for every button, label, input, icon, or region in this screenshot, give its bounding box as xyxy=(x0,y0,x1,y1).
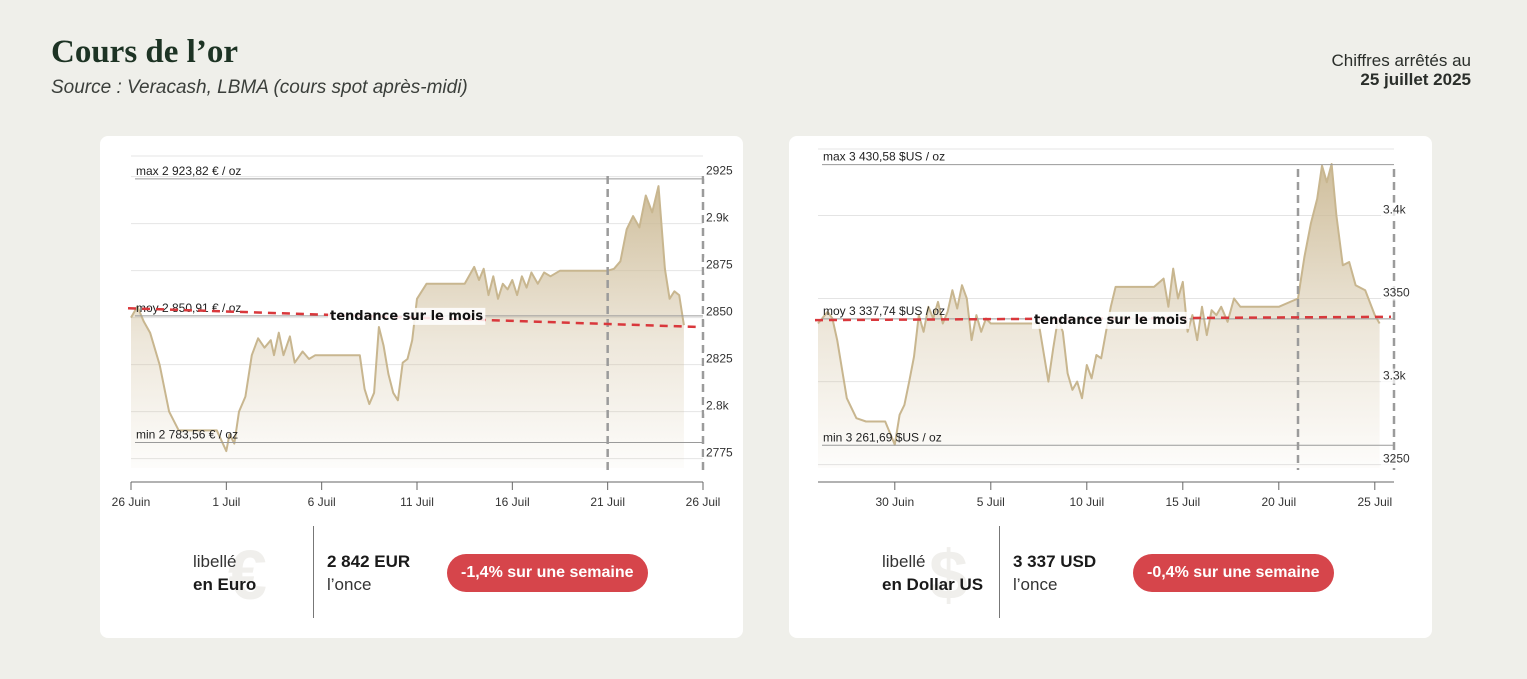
currency-label: libellé en Euro xyxy=(193,550,256,596)
price-unit: l’once xyxy=(1013,575,1058,594)
y-tick-bg xyxy=(704,257,734,273)
x-tick-label: 1 Juil xyxy=(212,495,240,509)
x-tick-label: 10 Juil xyxy=(1069,495,1104,509)
y-tick-bg xyxy=(704,304,734,320)
y-tick-bg xyxy=(1381,285,1411,301)
weekly-change-badge: -1,4% sur une semaine xyxy=(447,554,648,592)
trend-label-bg xyxy=(1032,311,1190,329)
y-tick-bg xyxy=(704,210,734,226)
y-tick-label: 3250 xyxy=(1383,452,1410,466)
page-title: Cours de l’or xyxy=(51,34,238,70)
x-tick-label: 21 Juil xyxy=(590,495,625,509)
y-tick-label: 2925 xyxy=(706,164,733,178)
y-tick-label: 3350 xyxy=(1383,286,1410,300)
y-tick-label: 2875 xyxy=(706,258,733,272)
ref-label-min: min 2 783,56 € / oz xyxy=(136,428,238,442)
y-tick-bg xyxy=(704,351,734,367)
y-tick-label: 2825 xyxy=(706,352,733,366)
euro-icon: € xyxy=(228,536,267,614)
summary-footer-eur: € libellé en Euro 2 842 EUR l’once -1,4%… xyxy=(100,526,743,618)
x-tick-label: 5 Juil xyxy=(977,495,1005,509)
x-tick-label: 26 Juin xyxy=(112,495,151,509)
currency-label-small: libellé xyxy=(882,552,926,571)
dollar-icon: $ xyxy=(929,536,968,614)
x-tick-label: 11 Juil xyxy=(400,495,434,509)
x-tick-label: 16 Juil xyxy=(495,495,530,509)
trend-label-bg xyxy=(328,307,486,325)
y-tick-label: 2.8k xyxy=(706,399,730,413)
currency-label-strong: en Dollar US xyxy=(882,575,984,594)
x-tick-label: 6 Juil xyxy=(308,495,336,509)
y-tick-bg xyxy=(704,445,734,461)
y-tick-label: 2.9k xyxy=(706,211,730,225)
as-of-date: 25 juillet 2025 xyxy=(1360,70,1471,89)
x-tick-label: 20 Juil xyxy=(1261,495,1296,509)
y-tick-bg xyxy=(704,398,734,414)
price-area xyxy=(131,186,684,468)
chart-card-eur: max 2 923,82 € / oz moy 2 850,91 € / oz mi… xyxy=(100,136,743,638)
ref-label-min: min 3 261,69 $US / oz xyxy=(823,430,942,444)
x-tick-label: 25 Juil xyxy=(1357,495,1392,509)
trend-line xyxy=(814,315,1392,322)
x-tick-label: 15 Juil xyxy=(1165,495,1200,509)
ref-label-max: max 3 430,58 $US / oz xyxy=(823,150,945,164)
price-line xyxy=(817,163,1381,446)
footer-divider xyxy=(313,526,314,618)
page-source: Source : Veracash, LBMA (cours spot aprè… xyxy=(51,77,468,98)
price-value: 3 337 USD xyxy=(1013,552,1097,571)
trend-label: tendance sur le mois xyxy=(330,309,483,324)
ref-label-avg: moy 2 850,91 € / oz xyxy=(136,301,241,315)
as-of-info: Chiffres arrêtés au 25 juillet 2025 xyxy=(1331,51,1471,89)
gold-chart-usd[interactable]: max 3 430,58 $US / oz moy 3 337,74 $US / … xyxy=(789,136,1432,526)
x-tick-label: 26 Juil xyxy=(686,495,721,509)
price-block: 2 842 EUR l’once xyxy=(327,550,410,596)
y-tick-bg xyxy=(1381,368,1411,384)
gold-chart-eur[interactable]: max 2 923,82 € / oz moy 2 850,91 € / oz mi… xyxy=(100,136,743,526)
y-tick-bg xyxy=(704,163,734,179)
price-area xyxy=(818,164,1380,468)
y-tick-label: 3.3k xyxy=(1383,369,1407,383)
y-tick-label: 3.4k xyxy=(1383,202,1407,216)
currency-label: libellé en Dollar US xyxy=(882,550,983,596)
price-block: 3 337 USD l’once xyxy=(1013,550,1096,596)
weekly-change-badge: -0,4% sur une semaine xyxy=(1133,554,1334,592)
as-of-label: Chiffres arrêtés au xyxy=(1331,51,1471,70)
price-unit: l’once xyxy=(327,575,372,594)
ref-label-avg: moy 3 337,74 $US / oz xyxy=(823,304,945,318)
currency-label-small: libellé xyxy=(193,552,237,571)
y-tick-bg xyxy=(1381,451,1411,467)
y-tick-label: 2775 xyxy=(706,446,733,460)
footer-divider xyxy=(999,526,1000,618)
summary-footer-usd: $ libellé en Dollar US 3 337 USD l’once … xyxy=(789,526,1432,618)
price-value: 2 842 EUR xyxy=(327,552,411,571)
trend-label: tendance sur le mois xyxy=(1034,313,1187,328)
ref-label-max: max 2 923,82 € / oz xyxy=(136,164,241,178)
currency-label-strong: en Euro xyxy=(193,575,257,594)
y-tick-bg xyxy=(1381,202,1411,218)
x-tick-label: 30 Juin xyxy=(875,495,914,509)
y-tick-label: 2850 xyxy=(706,305,733,319)
chart-card-usd: max 3 430,58 $US / oz moy 3 337,74 $US / … xyxy=(789,136,1432,638)
price-line xyxy=(130,185,685,453)
